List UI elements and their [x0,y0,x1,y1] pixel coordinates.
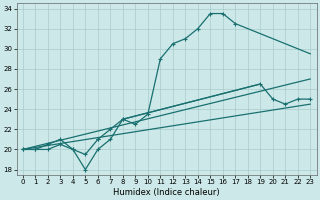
X-axis label: Humidex (Indice chaleur): Humidex (Indice chaleur) [113,188,220,197]
